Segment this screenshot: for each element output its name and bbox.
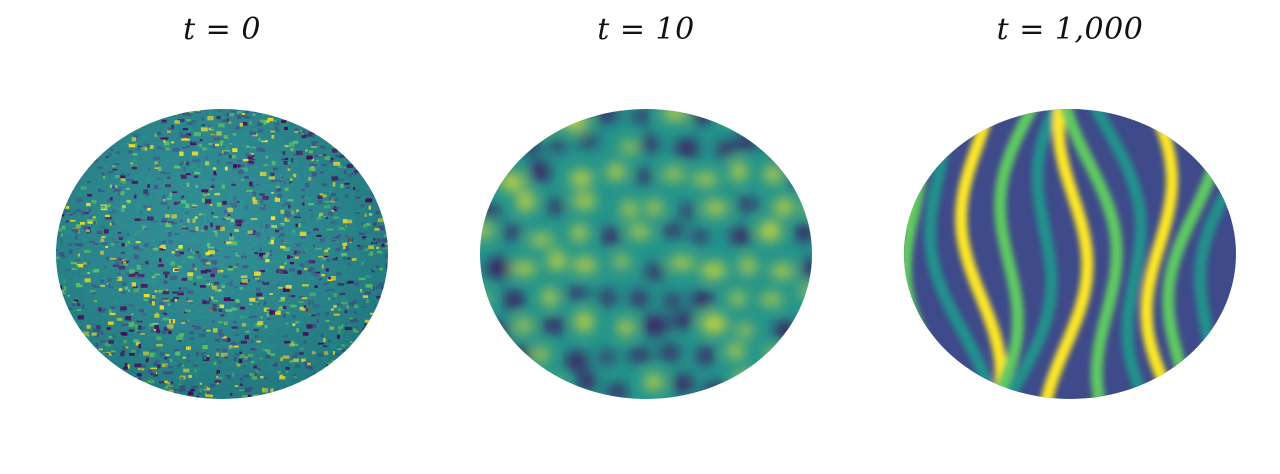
panel-title-t10: t = 10 <box>597 12 695 47</box>
sphere-stripes <box>904 109 1236 399</box>
sphere-noise <box>56 109 388 399</box>
panel-t10: t = 10 <box>436 0 856 474</box>
sphere-spots <box>480 109 812 399</box>
panel-t0: t = 0 <box>12 0 432 474</box>
panel-title-t0: t = 0 <box>183 12 261 47</box>
panel-t1000: t = 1,000 <box>860 0 1280 474</box>
panel-title-t1000: t = 1,000 <box>996 12 1144 47</box>
